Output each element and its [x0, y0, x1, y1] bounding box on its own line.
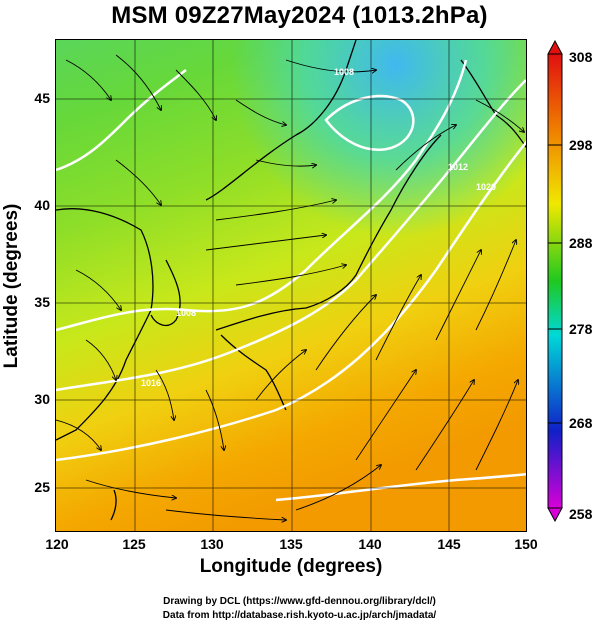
x-axis-label: Longitude (degrees) [199, 556, 383, 577]
gridlines [56, 40, 526, 531]
contour-label: 1008 [334, 67, 354, 77]
map-panel: 1008 1012 1016 1020 1008 [55, 39, 527, 532]
x-tick-label: 150 [514, 536, 538, 552]
x-tick-label: 145 [437, 536, 461, 552]
x-tick-label: 135 [279, 536, 303, 552]
contour-label: 1012 [448, 162, 468, 172]
y-tick-label: 25 [34, 479, 50, 495]
x-tick-label: 130 [200, 536, 224, 552]
y-tick-label: 35 [34, 294, 50, 310]
colorbar-tick-label: 278 [569, 321, 593, 337]
colorbar-tick-label: 308 [569, 49, 593, 65]
y-tick-label: 40 [34, 197, 50, 213]
credit-line: Data from http://database.rish.kyoto-u.a… [162, 610, 437, 621]
colorbar-tick-label: 258 [569, 506, 593, 522]
isobars [56, 59, 526, 502]
temperature-field: 1008 1012 1016 1020 1008 [56, 40, 526, 531]
contour-label: 1016 [141, 378, 161, 388]
x-tick-label: 120 [45, 536, 69, 552]
colorbar-tick-label: 288 [569, 235, 593, 251]
x-tick-label: 140 [358, 536, 382, 552]
coastlines [56, 40, 526, 521]
colorbar [547, 40, 563, 522]
y-axis-label: Latitude (degrees) [1, 203, 22, 369]
contour-label: 1020 [476, 182, 496, 192]
y-tick-label: 45 [34, 90, 50, 106]
contour-label: 1008 [176, 308, 196, 318]
x-tick-label: 125 [122, 536, 146, 552]
y-tick-label: 30 [34, 391, 50, 407]
credit-line: Drawing by DCL (https://www.gfd-dennou.o… [163, 596, 436, 607]
colorbar-tick-label: 298 [569, 137, 593, 153]
wind-streamlines [56, 54, 524, 520]
map-title: MSM 09Z27May2024 (1013.2hPa) [111, 2, 488, 29]
colorbar-tick-label: 268 [569, 415, 593, 431]
